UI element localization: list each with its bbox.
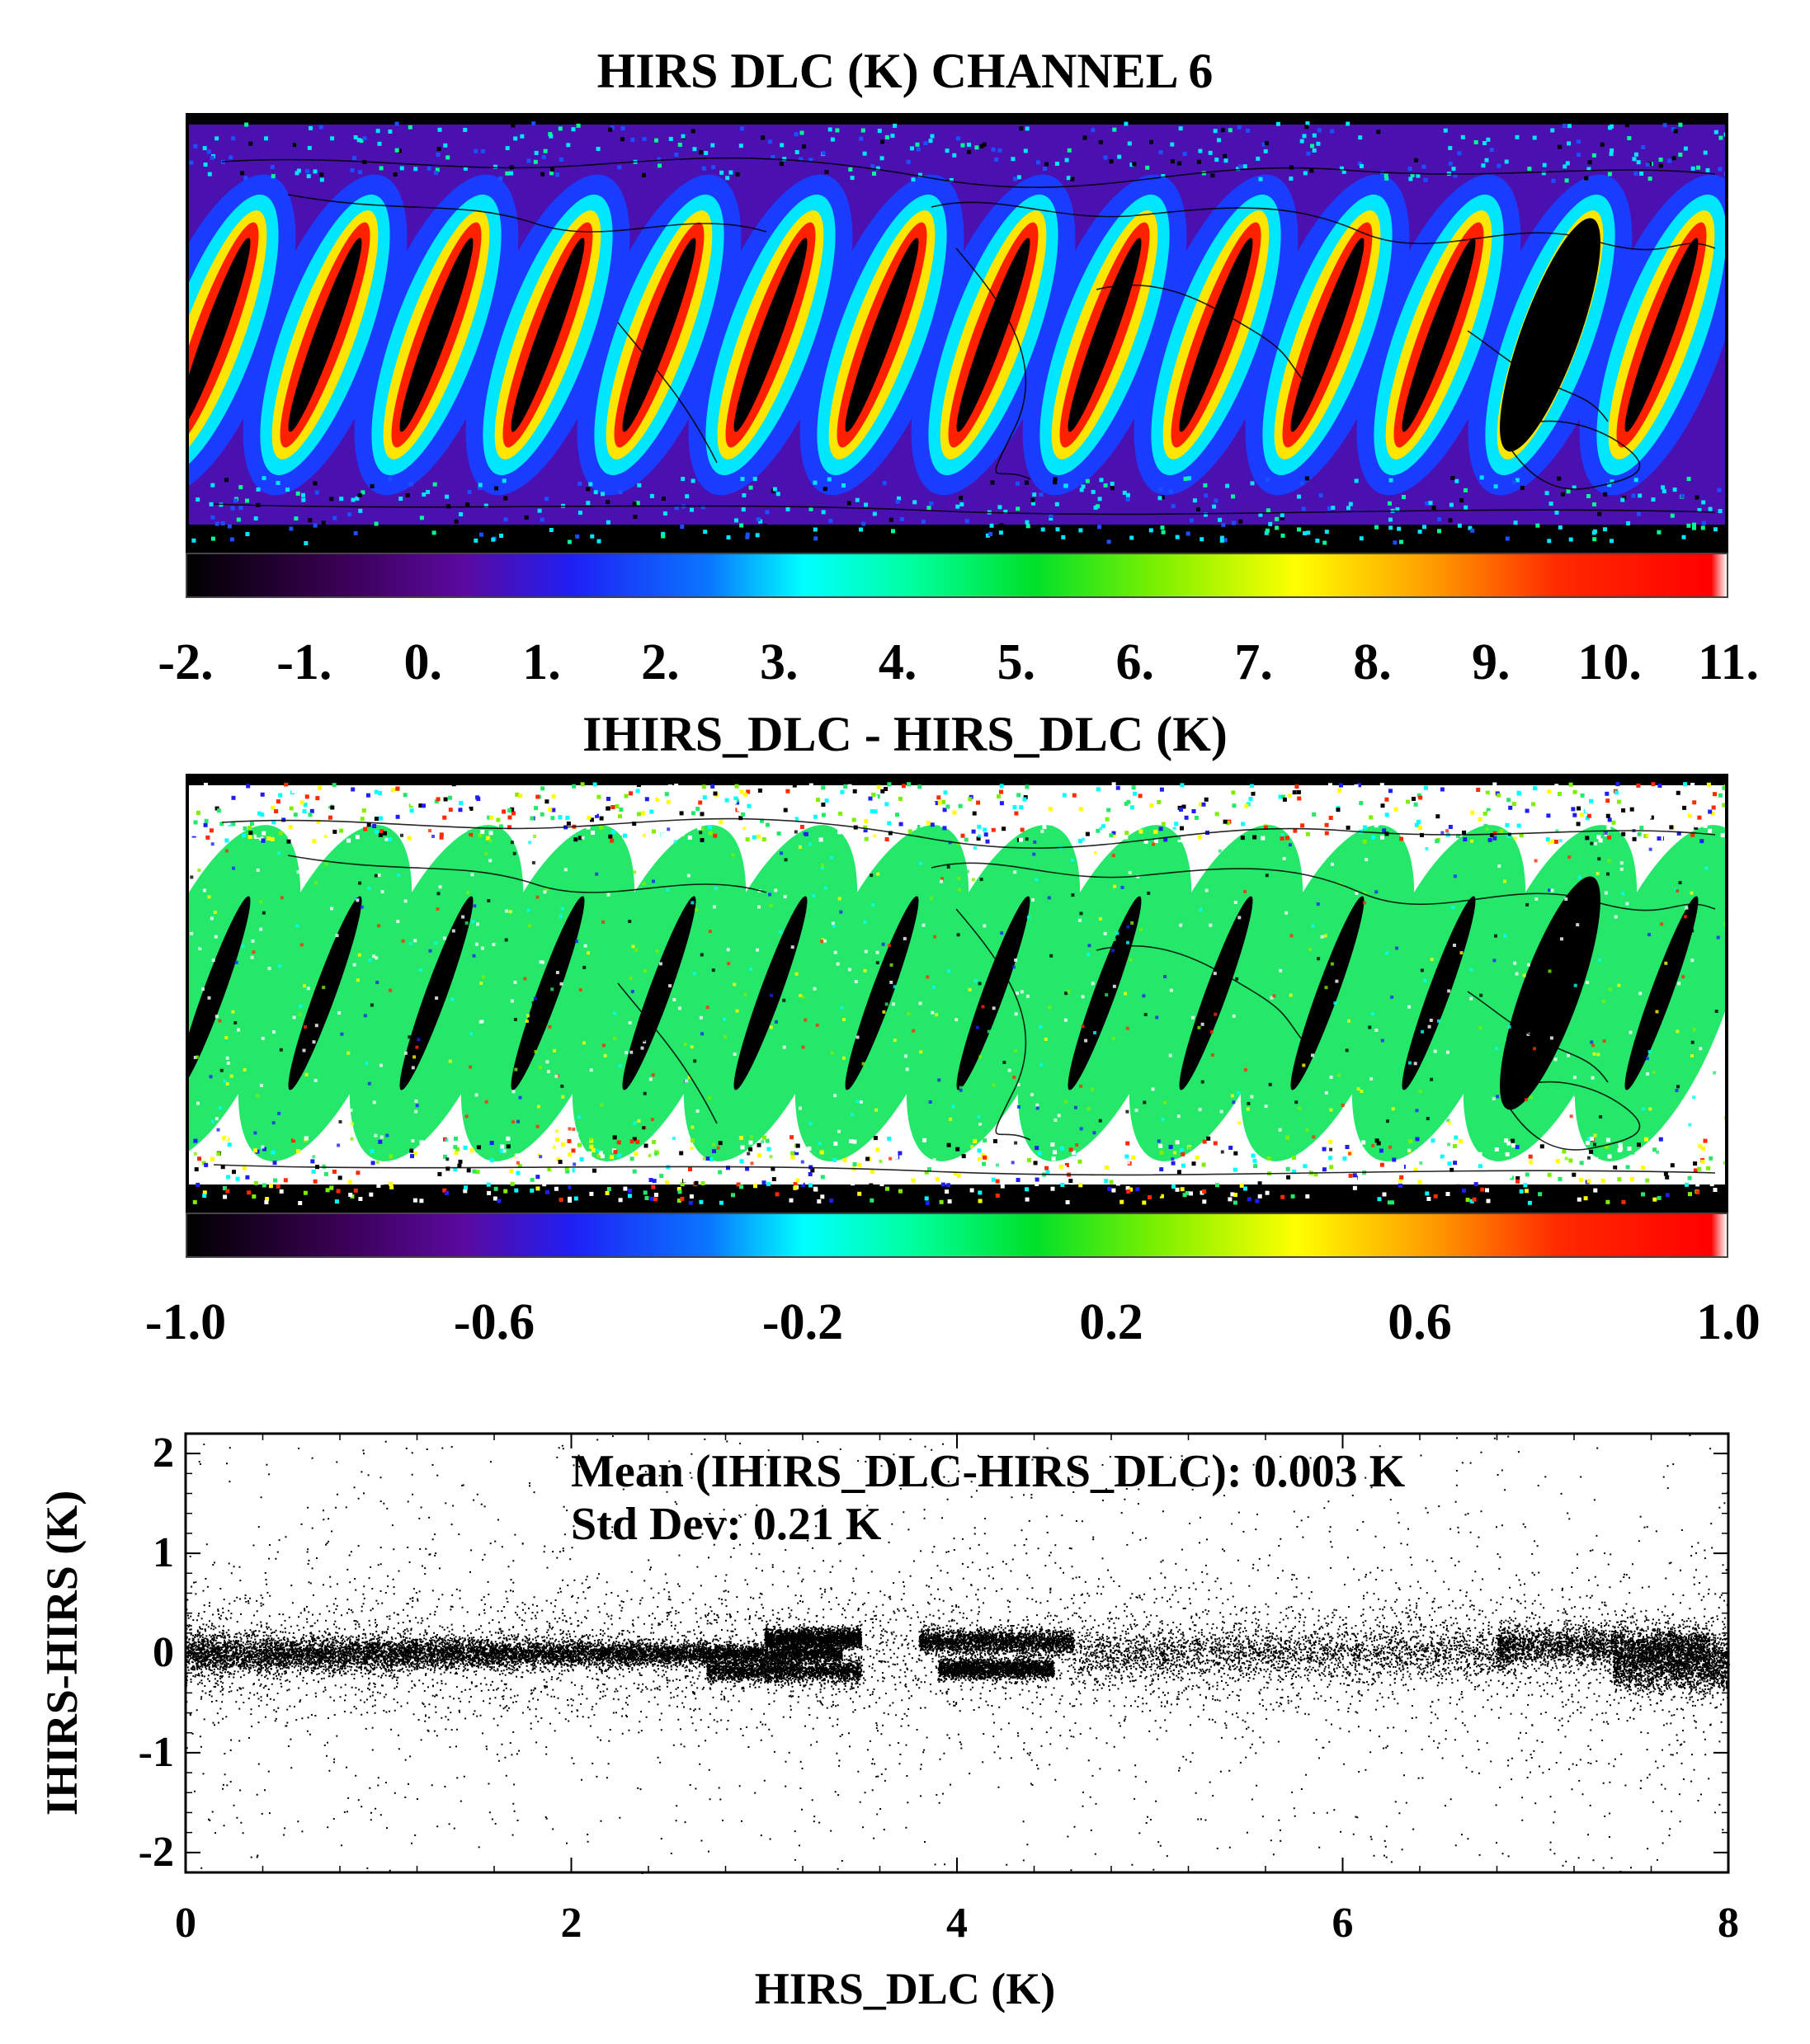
scatter-frame <box>184 1432 1730 1874</box>
colorbar-tick-label: 4. <box>878 634 917 690</box>
swath <box>799 174 964 496</box>
map1-title: HIRS DLC (K) CHANNEL 6 <box>596 44 1214 98</box>
swath <box>1022 174 1187 496</box>
colorbar-tick-label: 7. <box>1234 634 1273 690</box>
swaths <box>189 174 1725 496</box>
map1-plot <box>186 113 1728 553</box>
colorbar-tick-label: 3. <box>759 634 799 690</box>
swath <box>683 825 858 1161</box>
colorbar-tick-label: -1.0 <box>144 1294 227 1350</box>
annotation-std-dev: Std Dev: 0.21 K <box>571 1499 882 1550</box>
map2-title: IHIRS_DLC - HIRS_DLC (K) <box>582 707 1228 761</box>
x-axis-label: HIRS_DLC (K) <box>754 1964 1056 2013</box>
y-tick-label: 2 <box>153 1429 174 1477</box>
colorbar-tick-label: 0.2 <box>1079 1294 1143 1350</box>
swath <box>465 174 630 496</box>
coastline <box>221 817 1716 849</box>
coastline <box>1467 330 1609 422</box>
colorbar-tick-label: 11. <box>1697 634 1760 690</box>
swath <box>349 825 524 1161</box>
colorbar-tick-label: 6. <box>1115 634 1155 690</box>
x-tick-label: 0 <box>175 1900 196 1947</box>
swath <box>577 174 742 496</box>
swaths <box>189 825 1725 1161</box>
map2-colorbar <box>186 1213 1728 1258</box>
swath <box>460 825 635 1161</box>
swath <box>189 174 296 496</box>
swath <box>1468 174 1633 496</box>
coastline <box>1096 284 1312 389</box>
colorbar-tick-label: 0.6 <box>1388 1294 1452 1350</box>
coastline <box>1508 420 1641 490</box>
coastline <box>931 201 1716 251</box>
y-axis-label: IHIRS-HIRS (K) <box>37 1490 87 1816</box>
swath <box>794 825 969 1161</box>
coastline <box>1096 944 1312 1050</box>
swath <box>354 174 519 496</box>
coastline <box>931 862 1716 911</box>
colorbar-tick-label: -0.2 <box>761 1294 844 1350</box>
swath <box>1134 174 1299 496</box>
swath <box>572 825 747 1161</box>
swath <box>1129 825 1303 1161</box>
y-tick-label: 0 <box>153 1629 174 1676</box>
coastline <box>213 1164 1716 1176</box>
annotation-mean: Mean (IHIRS_DLC-HIRS_DLC): 0.003 K <box>571 1446 1406 1497</box>
coastline <box>1508 1081 1641 1151</box>
coastline <box>955 247 1031 480</box>
scatter-point-cloud <box>186 1434 1730 1874</box>
edge-noise <box>190 827 1725 1167</box>
swath <box>911 174 1076 496</box>
coastline <box>955 908 1031 1141</box>
swath <box>1245 174 1410 496</box>
coastline <box>1467 991 1609 1083</box>
x-tick-label: 8 <box>1718 1900 1739 1947</box>
colorbar-tick-label: 1. <box>522 634 561 690</box>
swath <box>1351 825 1526 1161</box>
map1-colorbar <box>186 553 1728 598</box>
polar-noise <box>191 782 1725 1205</box>
swath <box>1356 174 1521 496</box>
swath <box>243 174 408 496</box>
coastline <box>617 322 718 464</box>
colorbar-tick-label: 8. <box>1353 634 1392 690</box>
y-tick-label: -2 <box>138 1828 174 1876</box>
swath <box>238 825 412 1161</box>
coastline <box>617 982 718 1124</box>
swath <box>1579 174 1725 496</box>
x-tick-label: 4 <box>946 1900 968 1947</box>
y-tick-label: -1 <box>138 1728 174 1776</box>
colorbar-tick-label: -0.6 <box>453 1294 535 1350</box>
scatter-points <box>186 1434 1730 1874</box>
swath <box>688 174 853 496</box>
colorbar-tick-label: 10. <box>1577 634 1642 690</box>
coastline <box>213 503 1716 516</box>
coastline <box>287 855 767 893</box>
colorbar-tick-label: 2. <box>641 634 680 690</box>
y-tick-label: 1 <box>153 1529 174 1577</box>
coastline <box>287 194 767 233</box>
coastline <box>221 157 1716 188</box>
coastlines <box>213 817 1716 1176</box>
colorbar-tick-label: 0. <box>403 634 442 690</box>
colorbar-tick-label: -2. <box>158 634 214 690</box>
x-tick-label: 6 <box>1332 1900 1354 1947</box>
swath <box>906 825 1081 1161</box>
swath <box>1240 825 1415 1161</box>
swath <box>1574 825 1725 1161</box>
colorbar-tick-label: 1.0 <box>1696 1294 1761 1350</box>
coastlines <box>213 157 1716 516</box>
colorbar-tick-label: 9. <box>1472 634 1511 690</box>
map2-svg <box>189 777 1725 1209</box>
scatter-ticks <box>185 1433 1729 1873</box>
map1-svg <box>189 116 1725 549</box>
map2-plot <box>186 774 1728 1213</box>
x-tick-label: 2 <box>560 1900 582 1947</box>
swath <box>189 825 301 1161</box>
colorbar-tick-label: -1. <box>276 634 332 690</box>
colorbar-tick-label: 5. <box>997 634 1036 690</box>
swath <box>1463 825 1638 1161</box>
